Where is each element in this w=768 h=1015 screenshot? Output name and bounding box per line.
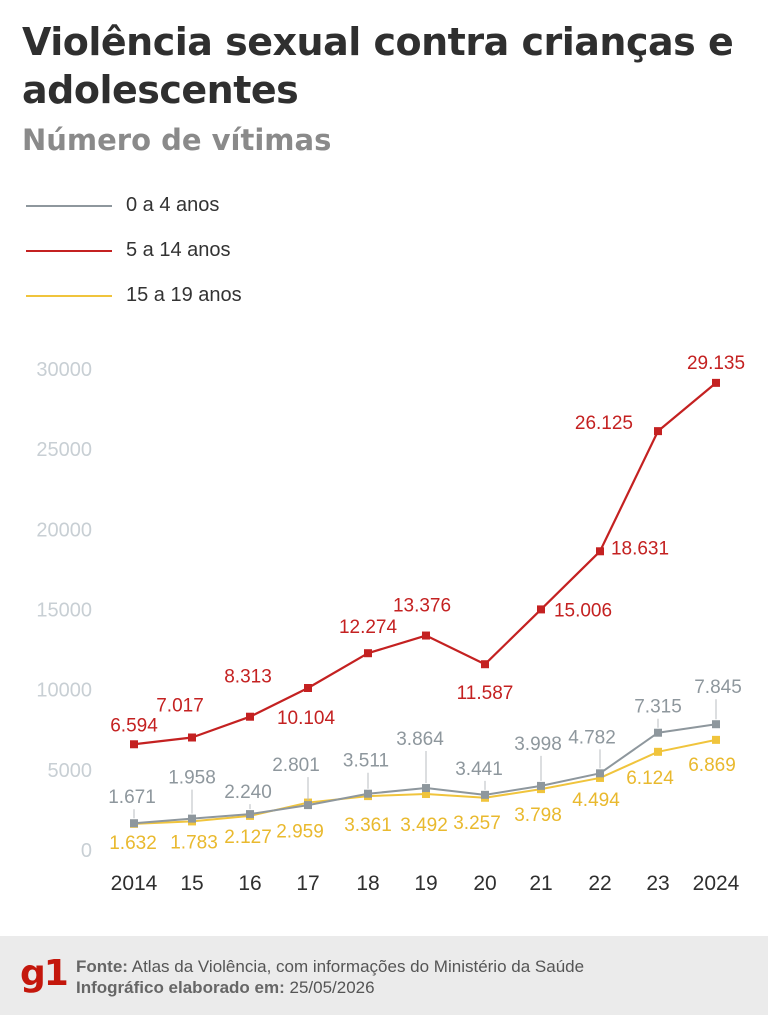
- data-point-s15_19: [712, 735, 720, 744]
- data-point-s0_4: [537, 781, 545, 790]
- data-point-s0_4: [130, 819, 138, 828]
- data-label-s0_4: 3.441: [455, 759, 503, 780]
- data-label-s5_14: 13.376: [393, 596, 451, 617]
- date-label: Infográfico elaborado em:: [76, 978, 285, 997]
- data-label-s0_4: 7.315: [634, 697, 682, 718]
- data-label-s0_4: 4.782: [568, 727, 616, 748]
- data-label-s5_14: 8.313: [224, 667, 272, 688]
- date-line: Infográfico elaborado em: 25/05/2026: [76, 977, 584, 998]
- x-tick-label: 15: [180, 872, 203, 895]
- source-text: Atlas da Violência, com informações do M…: [131, 957, 585, 976]
- data-point-s0_4: [654, 728, 662, 737]
- x-tick-label: 2024: [693, 872, 740, 895]
- x-tick-label: 20: [473, 872, 496, 895]
- data-label-s15_19: 3.257: [453, 813, 501, 834]
- data-label-s0_4: 3.864: [396, 729, 444, 750]
- data-point-s5_14: [537, 605, 545, 614]
- y-tick-label: 5000: [48, 760, 93, 782]
- data-label-s15_19: 2.959: [276, 822, 324, 843]
- data-point-s5_14: [364, 649, 372, 658]
- x-tick-label: 16: [238, 872, 261, 895]
- data-label-s15_19: 3.798: [514, 805, 562, 826]
- data-label-s5_14: 12.274: [339, 617, 398, 638]
- line-chart: 0 5000 10000 15000 20000 25000 30000 2014 15 16 17…: [36, 353, 745, 895]
- data-label-s5_14: 6.594: [110, 715, 158, 736]
- chart-title: Violência sexual contra crianças e adole…: [22, 20, 734, 112]
- data-point-s0_4: [712, 720, 720, 729]
- data-point-s0_4: [246, 810, 254, 819]
- data-point-s0_4: [188, 814, 196, 823]
- x-tick-label: 2014: [111, 872, 158, 895]
- data-point-s5_14: [246, 712, 254, 721]
- legend-label-15-19: 15 a 19 anos: [126, 284, 242, 306]
- y-tick-label: 30000: [36, 359, 92, 381]
- g1-logo: g1: [20, 953, 69, 994]
- y-tick-label: 10000: [36, 680, 92, 702]
- y-tick-label: 20000: [36, 519, 92, 541]
- data-label-s0_4: 2.801: [272, 755, 320, 776]
- data-label-s0_4: 1.958: [168, 768, 216, 789]
- x-tick-label: 23: [646, 872, 669, 895]
- y-tick-label: 15000: [36, 600, 92, 622]
- data-label-s0_4: 3.998: [514, 734, 562, 755]
- data-label-s0_4: 1.671: [108, 787, 156, 808]
- source-line: Fonte: Atlas da Violência, com informaçõ…: [76, 956, 584, 977]
- legend-swatch-5-14: [26, 250, 112, 252]
- data-point-s0_4: [304, 801, 312, 810]
- data-label-s0_4: 7.845: [694, 677, 742, 698]
- data-label-s5_14: 18.631: [611, 538, 669, 559]
- data-point-s5_14: [422, 631, 430, 640]
- data-label-s15_19: 1.632: [109, 833, 157, 854]
- x-tick-label: 21: [529, 872, 552, 895]
- x-tick-label: 18: [356, 872, 379, 895]
- data-point-s0_4: [596, 769, 604, 778]
- data-label-s5_14: 7.017: [156, 695, 204, 716]
- data-label-s5_14: 26.125: [575, 413, 633, 434]
- data-label-s15_19: 3.361: [344, 815, 392, 836]
- data-label-s0_4: 2.240: [224, 782, 272, 803]
- data-point-s0_4: [481, 790, 489, 799]
- date-text: 25/05/2026: [289, 978, 375, 997]
- data-point-s5_14: [188, 733, 196, 742]
- legend-swatch-0-4: [26, 205, 112, 207]
- legend-swatch-15-19: [26, 295, 112, 297]
- data-point-s0_4: [364, 789, 372, 798]
- source-label: Fonte:: [76, 957, 128, 976]
- data-point-s5_14: [481, 660, 489, 669]
- data-label-s5_14: 15.006: [554, 600, 612, 621]
- legend-label-0-4: 0 a 4 anos: [126, 194, 220, 216]
- chart-subtitle: Número de vítimas: [22, 123, 332, 157]
- data-point-s5_14: [712, 378, 720, 387]
- footer: g1 Fonte: Atlas da Violência, com inform…: [0, 936, 768, 1015]
- data-label-s5_14: 11.587: [457, 683, 514, 704]
- x-tick-label: 22: [588, 872, 611, 895]
- data-point-s15_19: [654, 747, 662, 756]
- data-label-s15_19: 3.492: [400, 815, 448, 836]
- series-line-s5_14: [133, 382, 717, 746]
- data-point-s15_19: [596, 773, 604, 782]
- data-label-s15_19: 1.783: [170, 832, 218, 853]
- data-point-s5_14: [130, 740, 138, 749]
- data-label-s5_14: 10.104: [277, 708, 336, 729]
- data-label-s15_19: 2.127: [224, 827, 272, 848]
- legend-label-5-14: 5 a 14 anos: [126, 239, 231, 261]
- data-point-s5_14: [654, 427, 662, 436]
- data-label-s15_19: 6.124: [626, 768, 674, 789]
- y-tick-label: 25000: [36, 439, 92, 461]
- data-label-s15_19: 4.494: [572, 790, 620, 811]
- data-point-s0_4: [422, 784, 430, 793]
- x-tick-label: 17: [296, 872, 319, 895]
- data-label-s0_4: 3.511: [343, 751, 389, 772]
- data-point-s5_14: [596, 547, 604, 556]
- data-point-s5_14: [304, 683, 312, 692]
- data-point-s15_19: [422, 790, 430, 799]
- data-label-s15_19: 6.869: [688, 755, 736, 776]
- data-label-s5_14: 29.135: [687, 353, 745, 374]
- footer-text: Fonte: Atlas da Violência, com informaçõ…: [76, 956, 584, 998]
- y-tick-label: 0: [81, 840, 92, 862]
- x-tick-label: 19: [414, 872, 437, 895]
